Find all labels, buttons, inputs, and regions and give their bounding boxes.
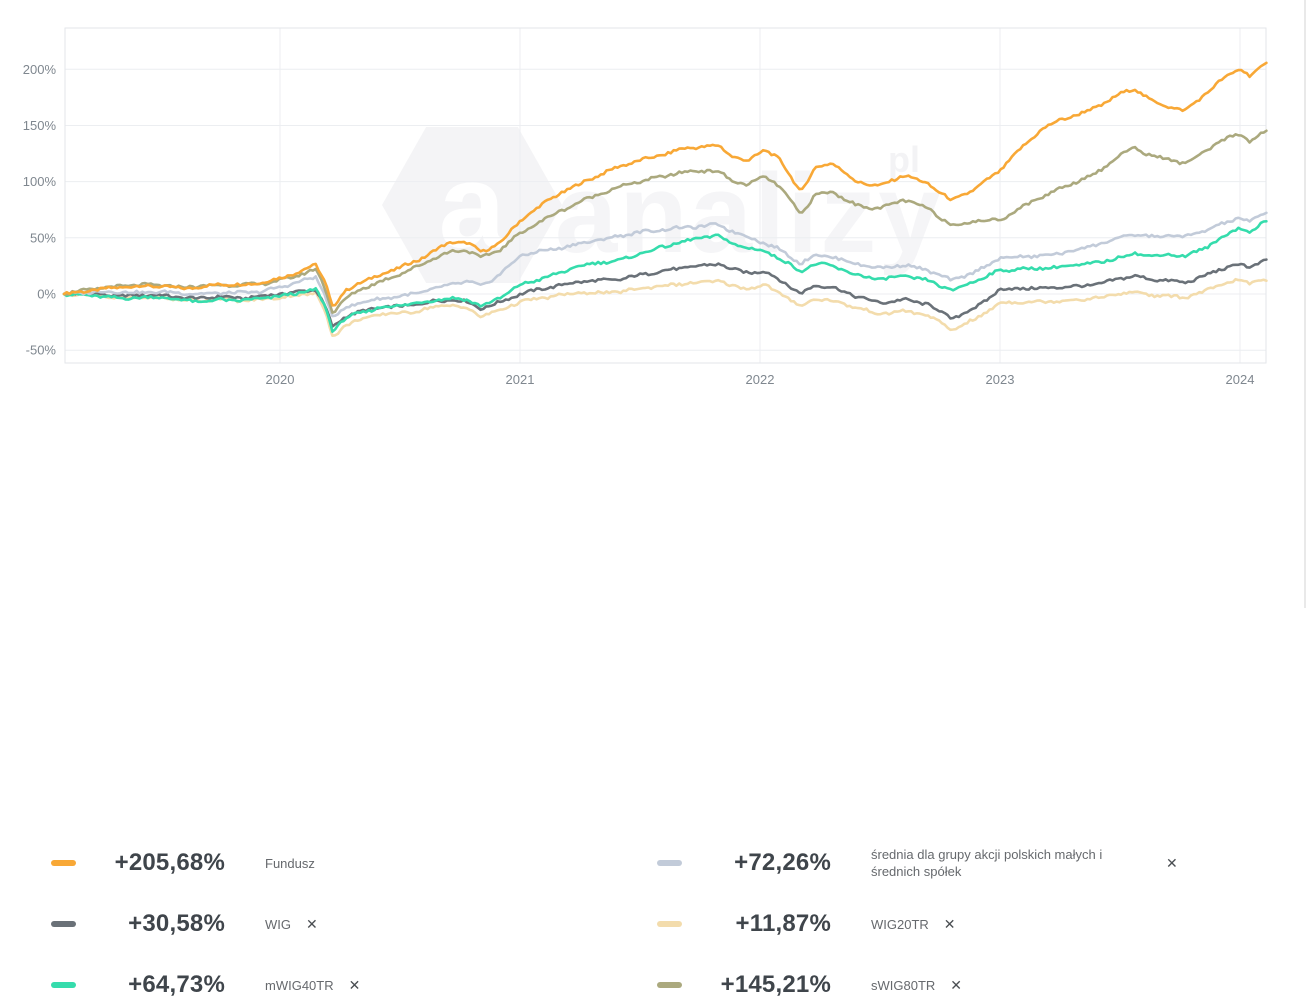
svg-text:2021: 2021 <box>506 372 535 387</box>
series-color-swatch <box>657 860 682 866</box>
series-return-value: +205,68% <box>114 849 225 876</box>
svg-text:50%: 50% <box>30 230 56 245</box>
series-color-swatch <box>51 982 76 988</box>
svg-text:-50%: -50% <box>26 343 57 358</box>
remove-series-button[interactable]: ✕ <box>1166 855 1178 871</box>
svg-text:2020: 2020 <box>266 372 295 387</box>
svg-text:analizy: analizy <box>555 151 943 276</box>
series-label: WIG <box>265 916 291 932</box>
series-lines <box>62 61 1268 337</box>
svg-text:200%: 200% <box>23 62 57 77</box>
legend-item-fundusz: +205,68% Fundusz <box>51 846 315 880</box>
remove-series-button[interactable]: ✕ <box>943 916 956 932</box>
x-axis-labels: 2020 2021 2022 2023 2024 <box>266 372 1255 387</box>
remove-series-button[interactable]: ✕ <box>950 977 963 993</box>
series-color-swatch <box>657 921 682 927</box>
performance-chart[interactable]: a analizy pl 200% 150% 100% 50% 0% -50% 2020 202… <box>0 0 1306 400</box>
svg-text:pl: pl <box>888 139 920 180</box>
page-right-edge <box>1304 0 1306 608</box>
svg-text:150%: 150% <box>23 118 57 133</box>
remove-series-button[interactable]: ✕ <box>348 977 361 993</box>
series-color-swatch <box>51 860 76 866</box>
remove-series-button[interactable]: ✕ <box>306 916 318 932</box>
svg-text:2024: 2024 <box>1226 372 1255 387</box>
series-return-value: +64,73% <box>128 971 225 998</box>
series-color-swatch <box>657 982 682 988</box>
y-axis-labels: 200% 150% 100% 50% 0% -50% <box>23 62 57 358</box>
series-color-swatch <box>51 921 76 927</box>
legend-item-wig: +30,58% WIG ✕ <box>51 907 320 941</box>
svg-text:0%: 0% <box>37 287 56 302</box>
chart-legend: +205,68% Fundusz +30,58% WIG ✕ +64,73% m… <box>0 400 1306 998</box>
legend-item-swig80tr: +145,21% sWIG80TR ✕ <box>657 968 964 1002</box>
series-return-value: +145,21% <box>720 971 831 998</box>
legend-item-srednia-grupy: +72,26% średnia dla grupy akcji polskich… <box>657 846 1180 880</box>
svg-text:100%: 100% <box>23 174 57 189</box>
series-label: sWIG80TR <box>871 977 936 993</box>
series-label: mWIG40TR <box>265 977 334 993</box>
legend-item-wig20tr: +11,87% WIG20TR ✕ <box>657 907 958 941</box>
chart-grid <box>64 27 1267 364</box>
series-label: średnia dla grupy akcji polskich małych … <box>871 847 1103 879</box>
svg-text:2022: 2022 <box>746 372 775 387</box>
series-label: Fundusz <box>265 855 315 871</box>
series-label: WIG20TR <box>871 916 929 932</box>
series-return-value: +11,87% <box>735 910 831 937</box>
svg-text:2023: 2023 <box>986 372 1015 387</box>
legend-item-mwig40tr: +64,73% mWIG40TR ✕ <box>51 968 362 1002</box>
series-return-value: +30,58% <box>128 910 225 937</box>
series-return-value: +72,26% <box>734 849 831 876</box>
